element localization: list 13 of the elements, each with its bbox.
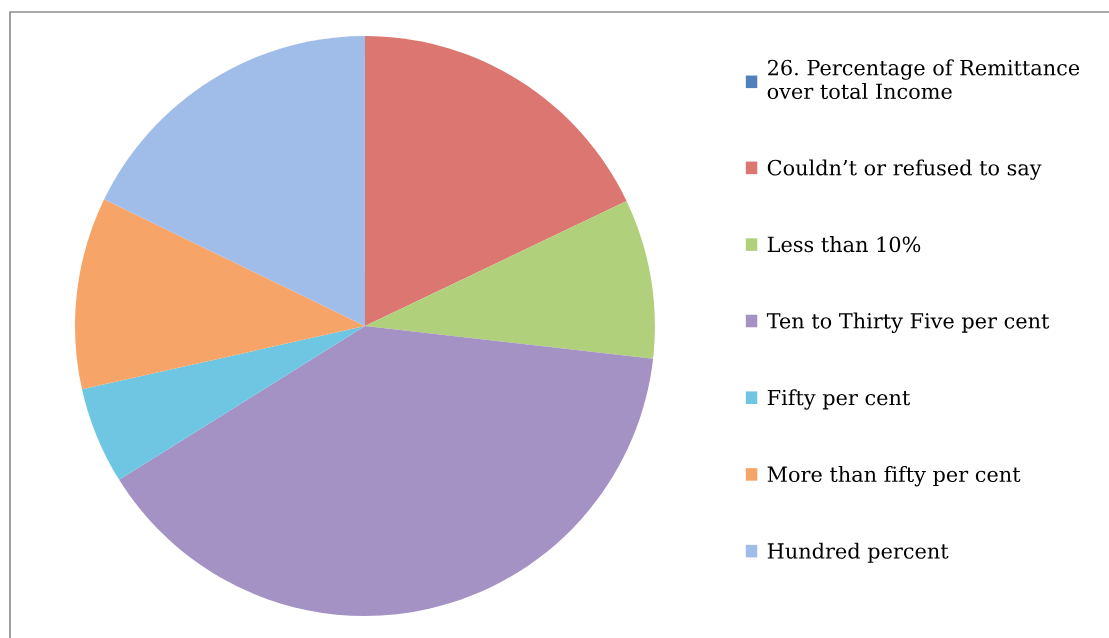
legend-label: Hundred percent (767, 542, 949, 563)
pie-slice (81, 326, 365, 480)
pie-slice (364, 200, 655, 359)
pie-slice (364, 36, 627, 327)
legend-label: Couldn’t or refused to say (767, 159, 1042, 180)
legend-label: Fifty per cent (767, 389, 911, 410)
pie-slice (119, 326, 654, 616)
pie-slice (104, 36, 365, 327)
legend-label: More than fifty per cent (767, 465, 1021, 487)
legend-label: 26. Percentage of Remittance over total Income (767, 59, 1080, 100)
legend-label: Less than 10% (767, 236, 921, 253)
pie-slice (75, 199, 365, 390)
legend-label: Ten to Thirty Five per cent (766, 312, 1050, 333)
